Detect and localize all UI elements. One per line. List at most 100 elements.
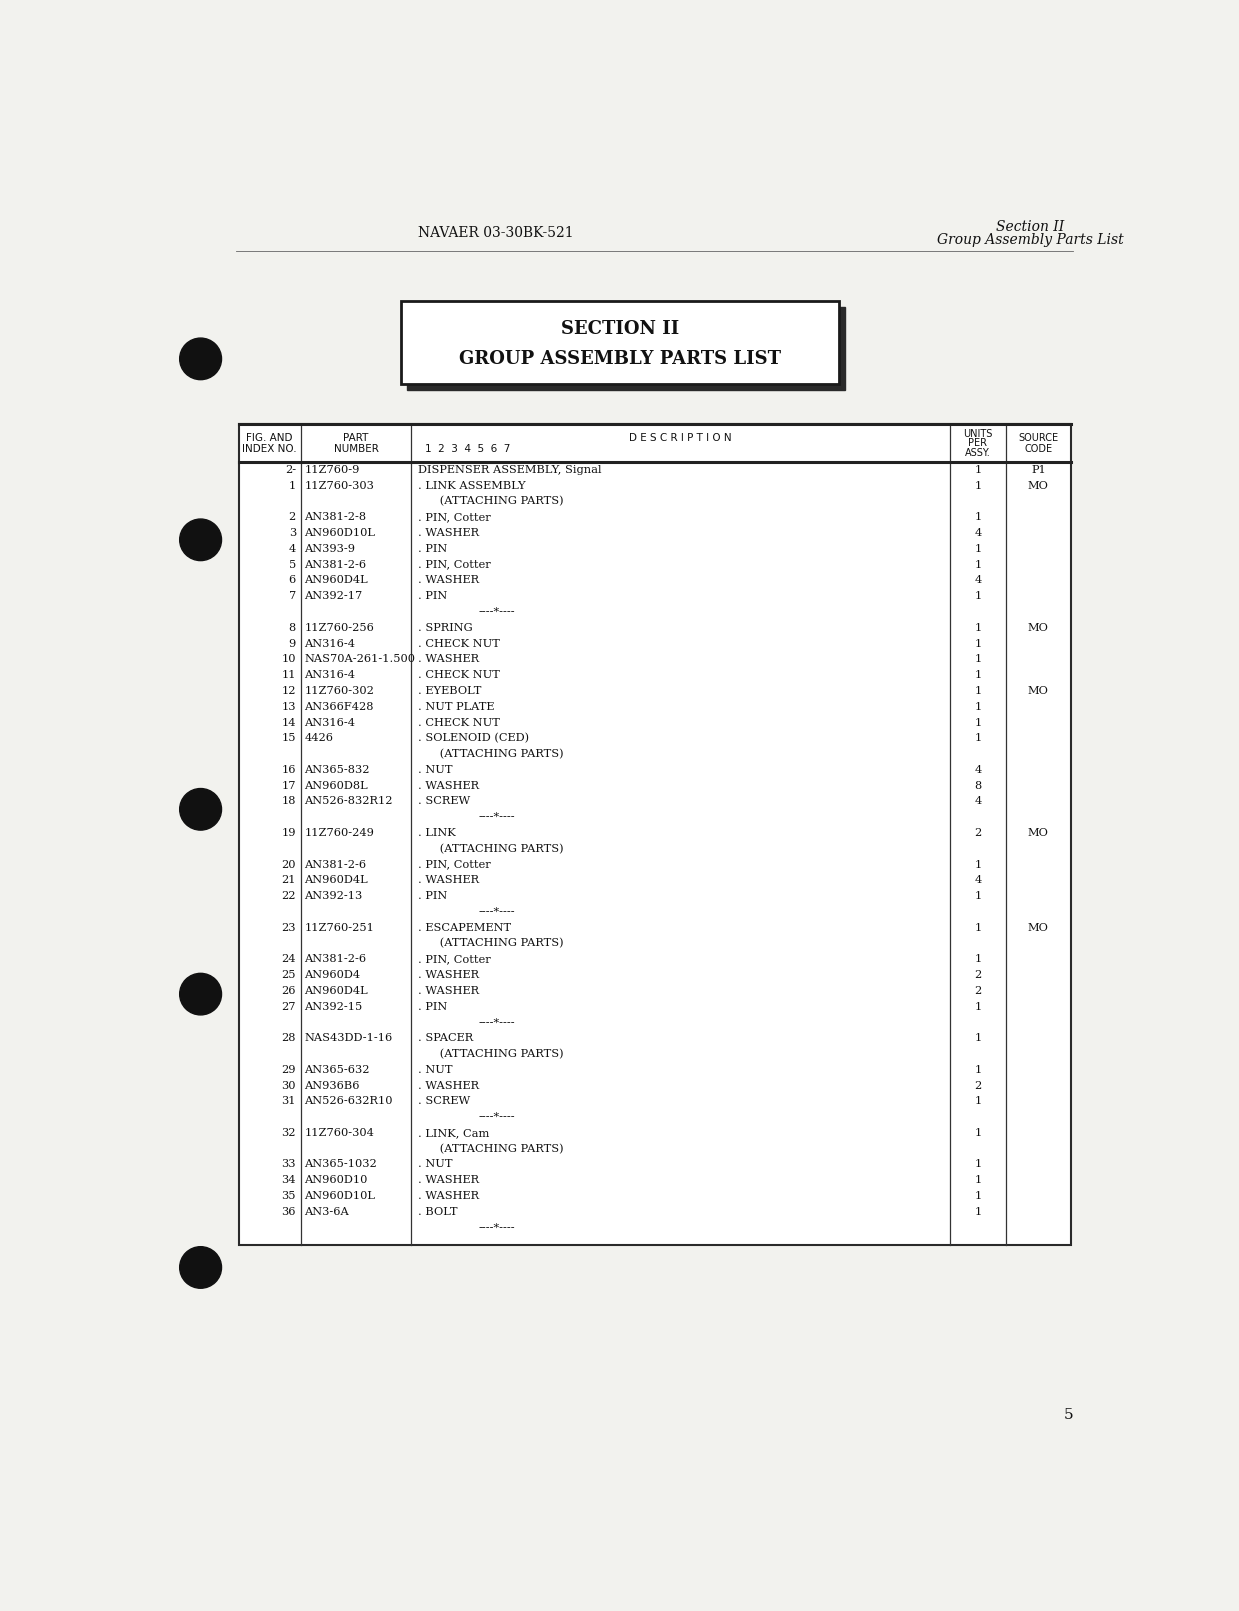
- Text: INDEX NO.: INDEX NO.: [243, 443, 297, 454]
- Text: 11Z760-303: 11Z760-303: [305, 480, 374, 491]
- Text: 28: 28: [281, 1033, 296, 1044]
- Text: 2: 2: [974, 986, 981, 996]
- Text: AN960D10: AN960D10: [305, 1176, 368, 1186]
- Text: 2-: 2-: [285, 466, 296, 475]
- Text: AN960D4: AN960D4: [305, 970, 361, 979]
- Text: AN381-2-6: AN381-2-6: [305, 954, 367, 965]
- Text: 22: 22: [281, 891, 296, 901]
- Text: 12: 12: [281, 686, 296, 696]
- Text: AN393-9: AN393-9: [305, 545, 356, 554]
- Text: 1: 1: [974, 1097, 981, 1107]
- Text: 13: 13: [281, 702, 296, 712]
- Text: 4: 4: [974, 575, 981, 585]
- Text: 4426: 4426: [305, 733, 333, 743]
- Text: MO: MO: [1028, 686, 1048, 696]
- Text: FIG. AND: FIG. AND: [247, 433, 292, 443]
- Text: 1  2  3  4  5  6  7: 1 2 3 4 5 6 7: [425, 443, 510, 454]
- Text: 2: 2: [974, 1081, 981, 1091]
- Text: 19: 19: [281, 828, 296, 838]
- Text: . SPACER: . SPACER: [418, 1033, 473, 1044]
- Circle shape: [180, 338, 222, 380]
- Text: AN381-2-6: AN381-2-6: [305, 559, 367, 570]
- Text: MO: MO: [1028, 828, 1048, 838]
- Text: . SCREW: . SCREW: [418, 796, 470, 807]
- Text: . WASHER: . WASHER: [418, 986, 478, 996]
- Text: (ATTACHING PARTS): (ATTACHING PARTS): [418, 749, 564, 759]
- Text: 33: 33: [281, 1160, 296, 1170]
- Text: AN365-632: AN365-632: [305, 1065, 370, 1075]
- Text: PART: PART: [343, 433, 369, 443]
- Text: 1: 1: [974, 545, 981, 554]
- Text: ----*----: ----*----: [478, 1223, 515, 1232]
- Text: . LINK: . LINK: [418, 828, 456, 838]
- Text: AN365-832: AN365-832: [305, 765, 370, 775]
- Text: 1: 1: [974, 1191, 981, 1202]
- Text: 4: 4: [289, 545, 296, 554]
- Circle shape: [180, 788, 222, 830]
- Text: (ATTACHING PARTS): (ATTACHING PARTS): [418, 844, 564, 854]
- Text: 11Z760-304: 11Z760-304: [305, 1128, 374, 1137]
- Text: . WASHER: . WASHER: [418, 1176, 478, 1186]
- Text: . NUT PLATE: . NUT PLATE: [418, 702, 494, 712]
- Text: . LINK ASSEMBLY: . LINK ASSEMBLY: [418, 480, 525, 491]
- Text: P1: P1: [1031, 466, 1046, 475]
- Bar: [401, 301, 839, 385]
- Text: 17: 17: [281, 781, 296, 791]
- Text: 2: 2: [289, 512, 296, 522]
- Text: 7: 7: [289, 591, 296, 601]
- Text: ----*----: ----*----: [478, 607, 515, 617]
- Text: 36: 36: [281, 1207, 296, 1216]
- Text: 1: 1: [974, 1065, 981, 1075]
- Text: 1: 1: [974, 480, 981, 491]
- Text: . SPRING: . SPRING: [418, 623, 472, 633]
- Text: NAS70A-261-1.500: NAS70A-261-1.500: [305, 654, 415, 664]
- Text: . WASHER: . WASHER: [418, 875, 478, 886]
- Text: AN526-832R12: AN526-832R12: [305, 796, 393, 807]
- Text: NUMBER: NUMBER: [333, 443, 378, 454]
- Text: 20: 20: [281, 860, 296, 870]
- Text: AN936B6: AN936B6: [305, 1081, 361, 1091]
- Text: Section II: Section II: [996, 221, 1064, 234]
- Text: AN392-17: AN392-17: [305, 591, 363, 601]
- Text: . WASHER: . WASHER: [418, 575, 478, 585]
- Text: PER: PER: [969, 438, 987, 448]
- Text: 23: 23: [281, 923, 296, 933]
- Text: AN960D4L: AN960D4L: [305, 575, 368, 585]
- Text: 16: 16: [281, 765, 296, 775]
- Text: . PIN: . PIN: [418, 591, 447, 601]
- Text: 2: 2: [974, 970, 981, 979]
- Text: D E S C R I P T I O N: D E S C R I P T I O N: [629, 433, 732, 443]
- Text: 6: 6: [289, 575, 296, 585]
- Text: 1: 1: [974, 466, 981, 475]
- Text: . SOLENOID (CED): . SOLENOID (CED): [418, 733, 529, 743]
- Text: AN316-4: AN316-4: [305, 670, 356, 680]
- Text: . PIN: . PIN: [418, 891, 447, 901]
- Text: 1: 1: [974, 512, 981, 522]
- Text: 30: 30: [281, 1081, 296, 1091]
- Text: 32: 32: [281, 1128, 296, 1137]
- Text: 1: 1: [974, 923, 981, 933]
- Text: AN316-4: AN316-4: [305, 717, 356, 728]
- Text: AN381-2-8: AN381-2-8: [305, 512, 367, 522]
- Text: AN960D8L: AN960D8L: [305, 781, 368, 791]
- Text: 1: 1: [974, 1128, 981, 1137]
- Text: 29: 29: [281, 1065, 296, 1075]
- Text: . LINK, Cam: . LINK, Cam: [418, 1128, 489, 1137]
- Text: 1: 1: [974, 654, 981, 664]
- Text: 18: 18: [281, 796, 296, 807]
- Text: AN960D10L: AN960D10L: [305, 528, 375, 538]
- Text: . SCREW: . SCREW: [418, 1097, 470, 1107]
- Text: 1: 1: [974, 1207, 981, 1216]
- Text: AN365-1032: AN365-1032: [305, 1160, 377, 1170]
- Bar: [239, 424, 1070, 1245]
- Text: ----*----: ----*----: [478, 1112, 515, 1123]
- Text: 1: 1: [974, 591, 981, 601]
- Text: 1: 1: [974, 860, 981, 870]
- Text: 4: 4: [974, 528, 981, 538]
- Text: . PIN, Cotter: . PIN, Cotter: [418, 512, 491, 522]
- Text: . PIN: . PIN: [418, 545, 447, 554]
- Text: CODE: CODE: [1025, 443, 1052, 454]
- Circle shape: [180, 973, 222, 1015]
- Text: 11: 11: [281, 670, 296, 680]
- Text: AN526-632R10: AN526-632R10: [305, 1097, 393, 1107]
